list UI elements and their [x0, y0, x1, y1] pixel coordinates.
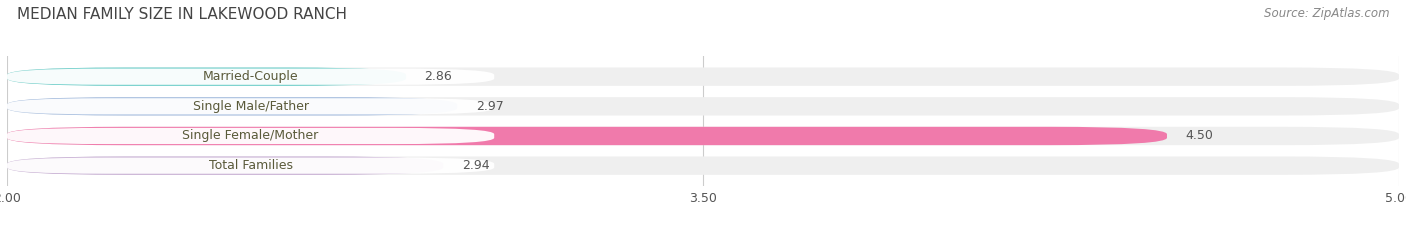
- FancyBboxPatch shape: [7, 68, 406, 86]
- Text: Total Families: Total Families: [208, 159, 292, 172]
- FancyBboxPatch shape: [7, 156, 1399, 175]
- FancyBboxPatch shape: [7, 97, 457, 116]
- FancyBboxPatch shape: [7, 68, 1399, 86]
- FancyBboxPatch shape: [7, 127, 1167, 145]
- Text: 2.94: 2.94: [461, 159, 489, 172]
- FancyBboxPatch shape: [7, 127, 1399, 145]
- FancyBboxPatch shape: [7, 158, 494, 174]
- Text: 4.50: 4.50: [1185, 130, 1213, 143]
- FancyBboxPatch shape: [7, 97, 1399, 116]
- Text: Single Male/Father: Single Male/Father: [193, 100, 309, 113]
- Text: Source: ZipAtlas.com: Source: ZipAtlas.com: [1264, 7, 1389, 20]
- FancyBboxPatch shape: [7, 128, 494, 144]
- FancyBboxPatch shape: [7, 69, 494, 85]
- Text: MEDIAN FAMILY SIZE IN LAKEWOOD RANCH: MEDIAN FAMILY SIZE IN LAKEWOOD RANCH: [17, 7, 347, 22]
- Text: Married-Couple: Married-Couple: [202, 70, 298, 83]
- Text: 2.97: 2.97: [475, 100, 503, 113]
- Text: 2.86: 2.86: [425, 70, 453, 83]
- FancyBboxPatch shape: [7, 98, 494, 114]
- Text: Single Female/Mother: Single Female/Mother: [183, 130, 319, 143]
- FancyBboxPatch shape: [7, 156, 443, 175]
